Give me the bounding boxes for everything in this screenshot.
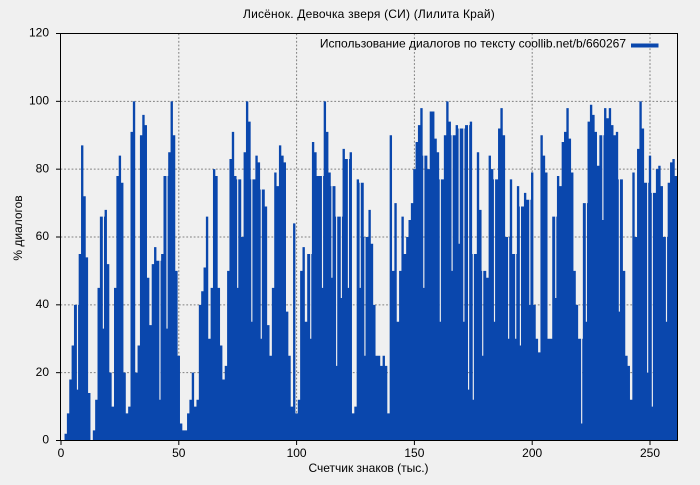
svg-text:250: 250 [640, 446, 660, 460]
svg-text:80: 80 [36, 161, 50, 175]
svg-text:60: 60 [36, 229, 50, 243]
svg-text:0: 0 [42, 433, 49, 447]
svg-text:200: 200 [522, 446, 542, 460]
svg-text:120: 120 [29, 26, 49, 40]
svg-text:20: 20 [36, 365, 50, 379]
svg-text:100: 100 [29, 94, 49, 108]
svg-text:50: 50 [172, 446, 186, 460]
svg-text:% диалогов: % диалогов [11, 195, 25, 260]
svg-text:100: 100 [287, 446, 307, 460]
svg-text:Счетчик знаков (тыс.): Счетчик знаков (тыс.) [308, 461, 428, 475]
svg-text:Лисёнок. Девочка зверя (СИ) (Л: Лисёнок. Девочка зверя (СИ) (Лилита Край… [243, 7, 495, 21]
svg-text:0: 0 [58, 446, 65, 460]
svg-text:40: 40 [36, 297, 50, 311]
svg-text:150: 150 [404, 446, 424, 460]
svg-text:Использование диалогов по текс: Использование диалогов по тексту coollib… [320, 36, 626, 50]
